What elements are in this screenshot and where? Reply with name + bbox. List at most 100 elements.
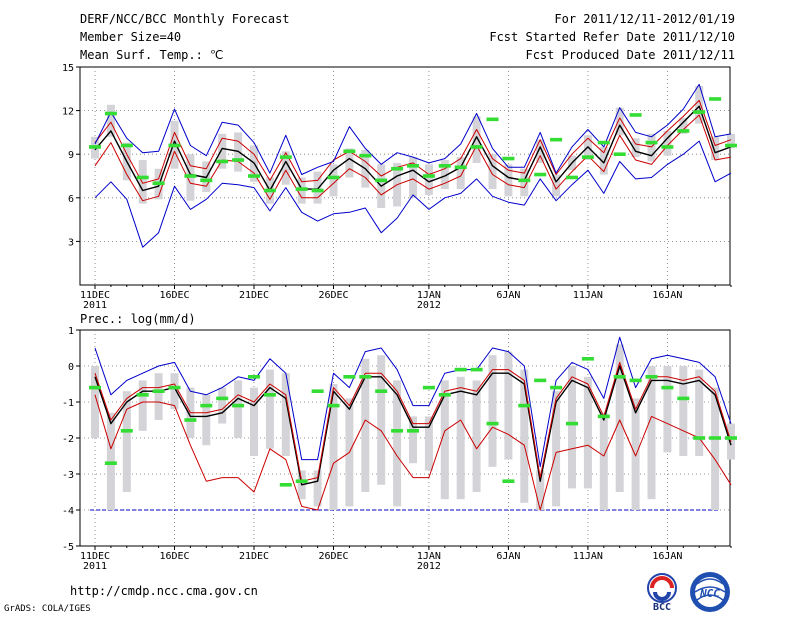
y-tick-label: 9: [68, 150, 74, 161]
series-spread-upper: [94, 99, 732, 184]
observed-marker: [709, 436, 722, 440]
member-range-box: [679, 117, 688, 134]
observed-marker: [391, 166, 404, 171]
observed-marker: [693, 110, 706, 114]
member-range-box: [520, 369, 529, 503]
observed-marker: [295, 187, 308, 191]
member-range-box: [345, 148, 354, 178]
observed-marker: [136, 393, 149, 397]
observed-marker: [422, 385, 435, 390]
y-tick-label: 12: [62, 107, 74, 118]
member-range-box: [329, 164, 338, 197]
observed-marker: [327, 175, 340, 180]
y-tick-label: 6: [68, 194, 74, 205]
x-tick-label: 11JAN: [573, 290, 603, 301]
observed-marker: [391, 429, 404, 433]
x-tick-label: 16JAN: [652, 290, 682, 301]
observed-marker: [597, 140, 610, 145]
member-range-box: [552, 174, 561, 197]
member-size: Member Size=40: [80, 30, 182, 44]
observed-marker: [311, 188, 324, 193]
member-range-box: [409, 416, 417, 464]
x-tick-label: 6JAN: [496, 551, 520, 562]
x-tick-label: 26DEC: [318, 551, 348, 562]
y-tick-label: -4: [62, 506, 74, 517]
x-tick-year-label: 2011: [83, 300, 107, 311]
member-range-box: [265, 369, 274, 449]
x-tick-label: 21DEC: [239, 551, 269, 562]
observed-marker: [216, 159, 229, 164]
x-tick-label: 26DEC: [318, 290, 348, 301]
observed-marker: [645, 140, 658, 145]
source-url[interactable]: http://cmdp.ncc.cma.gov.cn: [70, 584, 258, 598]
observed-marker: [120, 429, 133, 433]
series-spread-lower: [94, 394, 732, 511]
bcc-logo-text: BCC: [653, 602, 671, 612]
member-range-box: [138, 380, 147, 431]
series-ensemble-mean: [94, 105, 732, 192]
series-spread-lower: [94, 114, 732, 202]
member-range-box: [281, 151, 290, 185]
observed-marker: [263, 188, 276, 193]
member-range-box: [472, 116, 481, 163]
observed-marker: [438, 164, 451, 168]
member-range-box: [679, 366, 688, 456]
observed-marker: [279, 155, 292, 159]
member-range-box: [250, 387, 258, 456]
x-tick-label: 16JAN: [652, 551, 682, 562]
member-range-box: [424, 164, 433, 195]
x-tick-year-label: 2011: [83, 561, 107, 572]
member-range-box: [313, 470, 322, 507]
member-range-box: [631, 398, 640, 510]
member-range-box: [393, 380, 402, 507]
observed-marker: [200, 178, 213, 183]
member-range-box: [91, 366, 99, 438]
member-range-box: [424, 416, 433, 471]
observed-marker: [232, 403, 245, 408]
x-tick-label: 16DEC: [159, 551, 189, 562]
plot-frame: [79, 66, 731, 286]
x-tick-label: 11JAN: [573, 551, 603, 562]
observed-marker: [454, 367, 467, 372]
y-tick-label: -2: [62, 434, 74, 445]
ncc-logo-text: NCC: [699, 587, 720, 600]
observed-marker: [550, 137, 563, 142]
observed-marker: [327, 403, 340, 408]
member-range-box: [472, 380, 481, 492]
observed-marker: [422, 174, 435, 178]
member-range-box: [106, 104, 115, 137]
observed-marker: [550, 385, 563, 390]
observed-marker: [343, 149, 356, 154]
observed-marker: [104, 111, 117, 116]
member-range-box: [488, 355, 497, 467]
observed-marker: [518, 178, 531, 183]
member-range-box: [218, 387, 227, 424]
member-range-box: [361, 358, 370, 492]
observed-marker: [184, 418, 197, 422]
variable-label-temp: Mean Surf. Temp.: ℃: [80, 48, 224, 62]
member-range-box: [456, 376, 465, 500]
ncc-logo: NCC: [690, 572, 730, 612]
x-tick-label: 6JAN: [496, 290, 520, 301]
member-range-box: [329, 384, 338, 510]
observed-marker: [629, 378, 642, 383]
series-max-envelope: [94, 83, 732, 175]
forecast-period: For 2011/12/11-2012/01/19: [554, 12, 735, 26]
observed-marker: [407, 164, 419, 168]
y-tick-label: -1: [62, 398, 74, 409]
member-range-box: [281, 373, 290, 456]
observed-marker: [566, 175, 578, 180]
observed-marker: [534, 172, 547, 177]
observed-marker: [693, 436, 706, 440]
observed-marker: [343, 375, 356, 379]
observed-marker: [407, 429, 419, 433]
observed-marker: [168, 143, 181, 148]
observed-marker: [359, 375, 372, 379]
member-range-box: [727, 133, 735, 149]
observed-marker: [486, 117, 499, 122]
observed-marker: [136, 175, 149, 180]
member-range-box: [631, 138, 640, 158]
member-range-box: [202, 394, 211, 446]
y-tick-label: 15: [62, 63, 74, 74]
